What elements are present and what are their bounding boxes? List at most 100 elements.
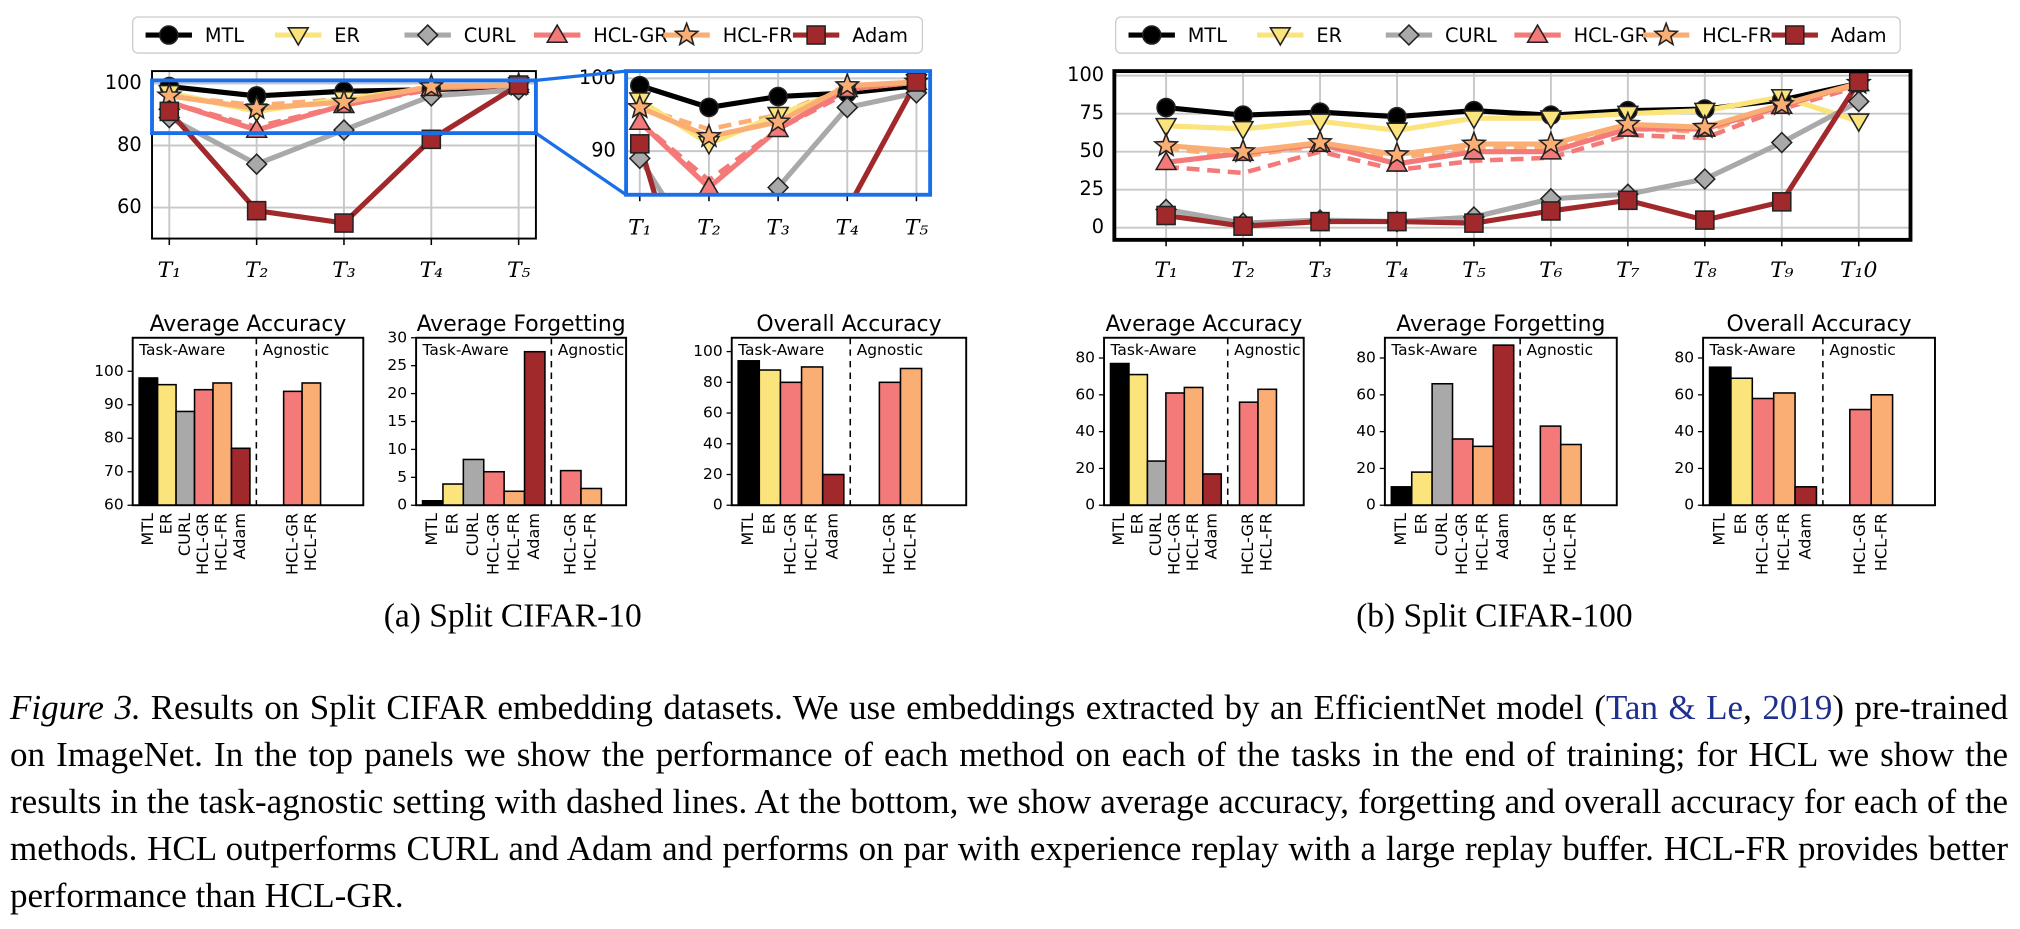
category-label: HCL-FR	[901, 513, 920, 571]
point	[1539, 110, 1563, 130]
point	[1847, 113, 1871, 133]
category-label: HCL-FR	[1774, 513, 1793, 571]
bar	[193, 388, 214, 507]
legend-marker	[1269, 27, 1292, 47]
legend: MTL ER CURL HCL-GR HCL-FR Adam	[132, 16, 924, 54]
y-tick-label: 40	[1356, 422, 1376, 440]
x-tick-label: T₁	[158, 258, 181, 283]
legend-label: CURL	[464, 24, 516, 47]
point	[1771, 192, 1792, 212]
y-tick-label: 0	[1684, 496, 1694, 514]
legend-marker	[158, 25, 179, 45]
legend-marker	[1141, 25, 1162, 45]
category-label: Adam	[524, 513, 543, 559]
x-tick-label: T₃	[332, 258, 355, 283]
point	[1691, 113, 1719, 139]
y-tick-label: 0	[397, 496, 407, 514]
subcaption: (a) Split CIFAR-10	[384, 597, 642, 634]
agnostic-line	[1165, 84, 1860, 176]
series-line	[1165, 80, 1860, 158]
plot-frame	[415, 336, 628, 507]
bar-chart: Average Forgetting 0 20 40 60 80 Task-Aware MTL…	[1356, 312, 1618, 575]
point	[1618, 190, 1638, 211]
legend-label: HCL-FR	[1702, 24, 1772, 47]
legend-marker	[416, 24, 439, 47]
y-tick-label: 0	[1366, 496, 1376, 514]
category-label: HCL-GR	[780, 513, 799, 575]
point	[1154, 117, 1178, 138]
category-label: HCL-FR	[1871, 513, 1890, 571]
category-label: HCL-GR	[483, 513, 502, 575]
bar-chart: Average Accuracy 60 70 80 90 100 Task-Aware MTL…	[94, 312, 365, 575]
y-tick-label: 100	[579, 66, 616, 89]
category-label: CURL	[463, 513, 482, 556]
point	[1464, 213, 1484, 233]
y-tick-label: 60	[117, 195, 142, 218]
bar	[779, 381, 803, 507]
point	[1847, 90, 1870, 113]
point	[1770, 131, 1793, 154]
legend-label: MTL	[1188, 24, 1227, 47]
bar	[1410, 471, 1433, 507]
x-tick-label: T₇	[1616, 258, 1640, 283]
chart-title: Overall Accuracy	[1726, 312, 1911, 337]
y-tick-label: 80	[104, 429, 124, 447]
point	[334, 213, 354, 233]
category-label: MTL	[1109, 513, 1128, 546]
point	[1460, 130, 1488, 156]
bar	[503, 490, 526, 507]
point	[246, 200, 267, 221]
y-tick-label: 90	[591, 139, 616, 162]
citation-link[interactable]: Tan & Le	[1606, 688, 1744, 727]
y-tick-label: 100	[693, 342, 722, 360]
y-tick-label: 80	[1356, 349, 1376, 367]
section-label: Task-Aware	[422, 341, 509, 359]
point	[243, 94, 270, 120]
y-tick-label: 30	[387, 328, 407, 346]
legend-marker	[806, 25, 826, 45]
y-tick-label: 40	[1674, 422, 1694, 440]
section-label: Agnostic	[263, 341, 329, 359]
bar	[878, 381, 902, 507]
category-label: HCL-FR	[212, 513, 231, 571]
y-tick-label: 100	[94, 362, 123, 380]
point	[628, 110, 652, 131]
citation-link[interactable]: 2019	[1762, 688, 1833, 727]
section-label: Agnostic	[1234, 341, 1300, 359]
legend: MTL ER CURL HCL-GR HCL-FR Adam	[1114, 16, 1901, 54]
legend-label: Adam	[852, 24, 908, 47]
y-tick-label: 25	[387, 356, 407, 374]
x-tick-label: T₂	[245, 258, 268, 283]
figure: (a) Split CIFAR-10 (b) Split CIFAR-100 M…	[94, 16, 1936, 634]
y-tick-label: 20	[1674, 459, 1694, 477]
y-tick-label: 0	[1092, 215, 1104, 238]
bar	[1849, 408, 1872, 507]
point	[1462, 110, 1486, 130]
point	[159, 101, 180, 122]
plot-frame	[151, 70, 537, 240]
plot-frame	[1702, 336, 1936, 507]
point	[418, 72, 445, 98]
bar	[1772, 392, 1796, 507]
bar	[230, 447, 251, 507]
chart-title: Average Forgetting	[1396, 312, 1605, 337]
point	[156, 81, 183, 108]
y-tick-label: 15	[387, 412, 407, 430]
point	[1693, 168, 1716, 191]
category-label: HCL-FR	[581, 513, 600, 571]
bar	[737, 360, 761, 507]
bar	[1451, 438, 1474, 507]
bar	[800, 366, 824, 507]
category-label: HCL-FR	[504, 513, 523, 571]
caption-text: Results on Split CIFAR embedding dataset…	[150, 688, 1606, 727]
category-label: ER	[1731, 513, 1750, 534]
point	[767, 176, 790, 195]
category-label: HCL-FR	[1183, 513, 1202, 571]
bar	[138, 377, 159, 507]
point	[1152, 131, 1180, 157]
legend-box	[132, 16, 924, 54]
legend-label: ER	[334, 24, 360, 47]
bar	[175, 410, 196, 507]
x-tick-label: T₄	[420, 258, 443, 283]
bar	[559, 469, 582, 507]
